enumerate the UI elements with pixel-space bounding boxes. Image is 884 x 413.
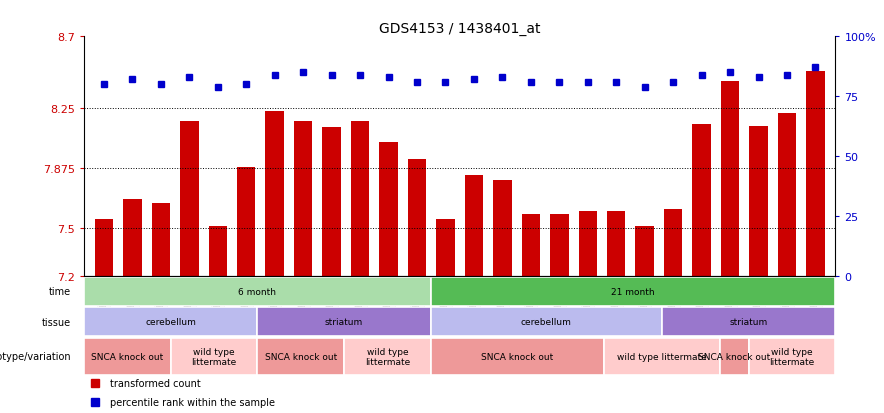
Bar (720, 338, 749, 375)
Bar (436, 219, 454, 276)
Bar (257, 338, 344, 375)
Bar (431, 277, 835, 306)
Bar (257, 307, 431, 337)
Text: 6 month: 6 month (239, 287, 277, 296)
Bar (493, 181, 512, 276)
Bar (522, 214, 540, 276)
Bar (293, 122, 312, 276)
Title: GDS4153 / 1438401_at: GDS4153 / 1438401_at (379, 22, 540, 36)
Bar (604, 338, 720, 375)
Bar (662, 307, 835, 337)
Text: striatum: striatum (325, 318, 363, 326)
Bar (84, 277, 431, 306)
Bar (431, 307, 662, 337)
Bar (84, 338, 171, 375)
Bar (351, 122, 370, 276)
Text: time: time (49, 287, 71, 297)
Bar (408, 160, 426, 276)
Bar (750, 126, 768, 276)
Text: SNCA knock out: SNCA knock out (698, 352, 770, 361)
Bar (664, 209, 682, 276)
Text: wild type
littermate: wild type littermate (192, 347, 237, 366)
Bar (431, 338, 604, 375)
Bar (265, 112, 284, 276)
Text: wild type
littermate: wild type littermate (365, 347, 410, 366)
Bar (84, 307, 257, 337)
Bar (778, 114, 796, 276)
Text: 21 month: 21 month (611, 287, 655, 296)
Text: cerebellum: cerebellum (521, 318, 572, 326)
Bar (95, 219, 113, 276)
Text: tissue: tissue (42, 317, 71, 327)
Bar (344, 338, 431, 375)
Bar (379, 142, 398, 276)
Text: wild type littermate: wild type littermate (617, 352, 707, 361)
Bar (465, 176, 484, 276)
Bar (151, 203, 170, 276)
Text: percentile rank within the sample: percentile rank within the sample (110, 396, 275, 406)
Text: striatum: striatum (729, 318, 768, 326)
Text: cerebellum: cerebellum (145, 318, 196, 326)
Bar (578, 211, 597, 276)
Text: SNCA knock out: SNCA knock out (482, 352, 553, 361)
Bar (749, 338, 835, 375)
Text: SNCA knock out: SNCA knock out (264, 352, 337, 361)
Bar (720, 82, 739, 276)
Bar (323, 128, 341, 276)
Bar (171, 338, 257, 375)
Bar (692, 125, 711, 276)
Bar (636, 227, 654, 276)
Bar (180, 122, 199, 276)
Bar (209, 227, 227, 276)
Bar (607, 211, 626, 276)
Text: wild type
littermate: wild type littermate (769, 347, 815, 366)
Bar (806, 72, 825, 276)
Bar (550, 214, 568, 276)
Bar (123, 200, 141, 276)
Text: genotype/variation: genotype/variation (0, 351, 71, 361)
Bar (237, 168, 255, 276)
Text: SNCA knock out: SNCA knock out (91, 352, 164, 361)
Text: transformed count: transformed count (110, 378, 201, 388)
